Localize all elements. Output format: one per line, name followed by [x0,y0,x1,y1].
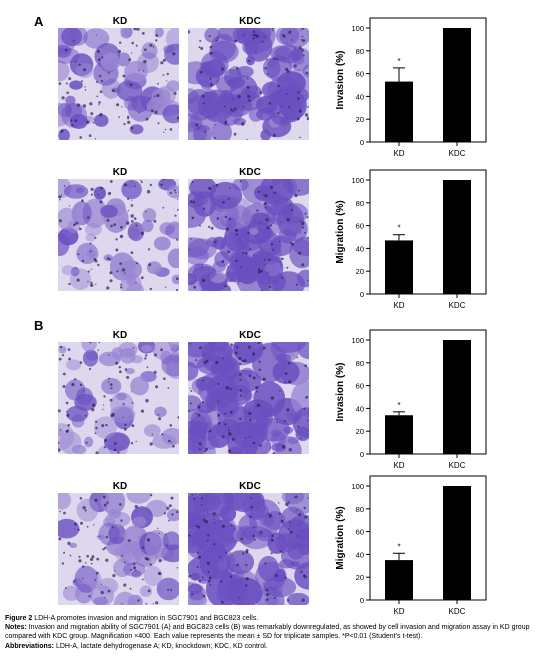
figure-caption: Figure 2 LDH-A promotes invasion and mig… [5,614,537,651]
micrograph-image [58,342,179,454]
x-tick-label: KDC [449,461,466,470]
significance-marker: * [397,224,400,233]
plot-frame [369,169,487,295]
y-tick-label: 80 [356,199,364,208]
plot-frame [369,329,487,455]
micrograph-image [188,342,309,454]
bar-kdc [443,28,471,142]
y-tick-label: 20 [356,427,364,436]
y-tick-label: 40 [356,550,364,559]
micrograph-image [58,28,179,140]
y-axis-label: Migration (%) [335,506,346,569]
y-tick-label: 20 [356,115,364,124]
bar-kd [385,560,413,600]
plot-frame [369,475,487,601]
x-tick-label: KD [393,301,404,310]
y-tick-label: 100 [351,176,364,185]
x-tick-label: KDC [449,149,466,158]
image-label-kd: KD [112,167,128,178]
bar-kd [385,415,413,454]
image-label-kdc: KDC [239,481,261,492]
panel-letter-a: A [34,14,44,29]
micrograph-image [188,179,309,291]
image-label-kdc: KDC [239,330,261,341]
y-axis-label: Migration (%) [335,200,346,263]
x-tick-label: KD [393,461,404,470]
y-tick-label: 100 [351,24,364,33]
bar-chart: 0 20 40 60 80 100 Invasion (%) * KD KDC [335,329,487,470]
micrograph-image [58,493,179,605]
panel-letter-b: B [34,318,44,333]
y-tick-label: 80 [356,505,364,514]
y-tick-label: 0 [360,290,364,299]
caption-notes: Notes: Invasion and migration ability of… [5,624,530,641]
bar-chart: 0 20 40 60 80 100 Migration (%) * KD KDC [335,169,487,310]
bar-kdc [443,180,471,294]
y-tick-label: 40 [356,404,364,413]
x-tick-label: KDC [449,301,466,310]
y-tick-label: 60 [356,70,364,79]
y-tick-label: 20 [356,573,364,582]
image-label-kd: KD [112,330,128,341]
y-tick-label: 40 [356,92,364,101]
y-tick-label: 0 [360,138,364,147]
micrograph-image [58,179,179,291]
image-label-kd: KD [112,481,128,492]
y-tick-label: 100 [351,336,364,345]
y-tick-label: 80 [356,47,364,56]
image-label-kdc: KDC [239,167,261,178]
y-tick-label: 0 [360,450,364,459]
y-tick-label: 80 [356,359,364,368]
y-tick-label: 60 [356,222,364,231]
bar-kdc [443,486,471,600]
bar-kd [385,240,413,294]
significance-marker: * [397,57,400,66]
x-tick-label: KDC [449,607,466,616]
y-tick-label: 40 [356,244,364,253]
x-tick-label: KD [393,149,404,158]
image-label-kdc: KDC [239,16,261,27]
bar-chart: 0 20 40 60 80 100 Invasion (%) * KD KDC [335,17,487,158]
y-tick-label: 60 [356,528,364,537]
micrograph-image [188,28,309,140]
y-axis-label: Invasion (%) [335,51,346,110]
y-tick-label: 0 [360,596,364,605]
y-tick-label: 20 [356,267,364,276]
image-label-kd: KD [112,16,128,27]
plot-frame [369,17,487,143]
caption-abbreviations: Abbreviations: LDH-A, lactate dehydrogen… [5,642,268,650]
y-tick-label: 60 [356,382,364,391]
y-axis-label: Invasion (%) [335,363,346,422]
bar-kd [385,81,413,142]
significance-marker: * [397,401,400,410]
y-tick-label: 100 [351,482,364,491]
bar-kdc [443,340,471,454]
bar-chart: 0 20 40 60 80 100 Migration (%) * KD KDC [335,475,487,616]
significance-marker: * [397,542,400,551]
micrograph-image [188,493,309,605]
x-tick-label: KD [393,607,404,616]
caption-title: Figure 2 LDH-A promotes invasion and mig… [5,615,259,622]
